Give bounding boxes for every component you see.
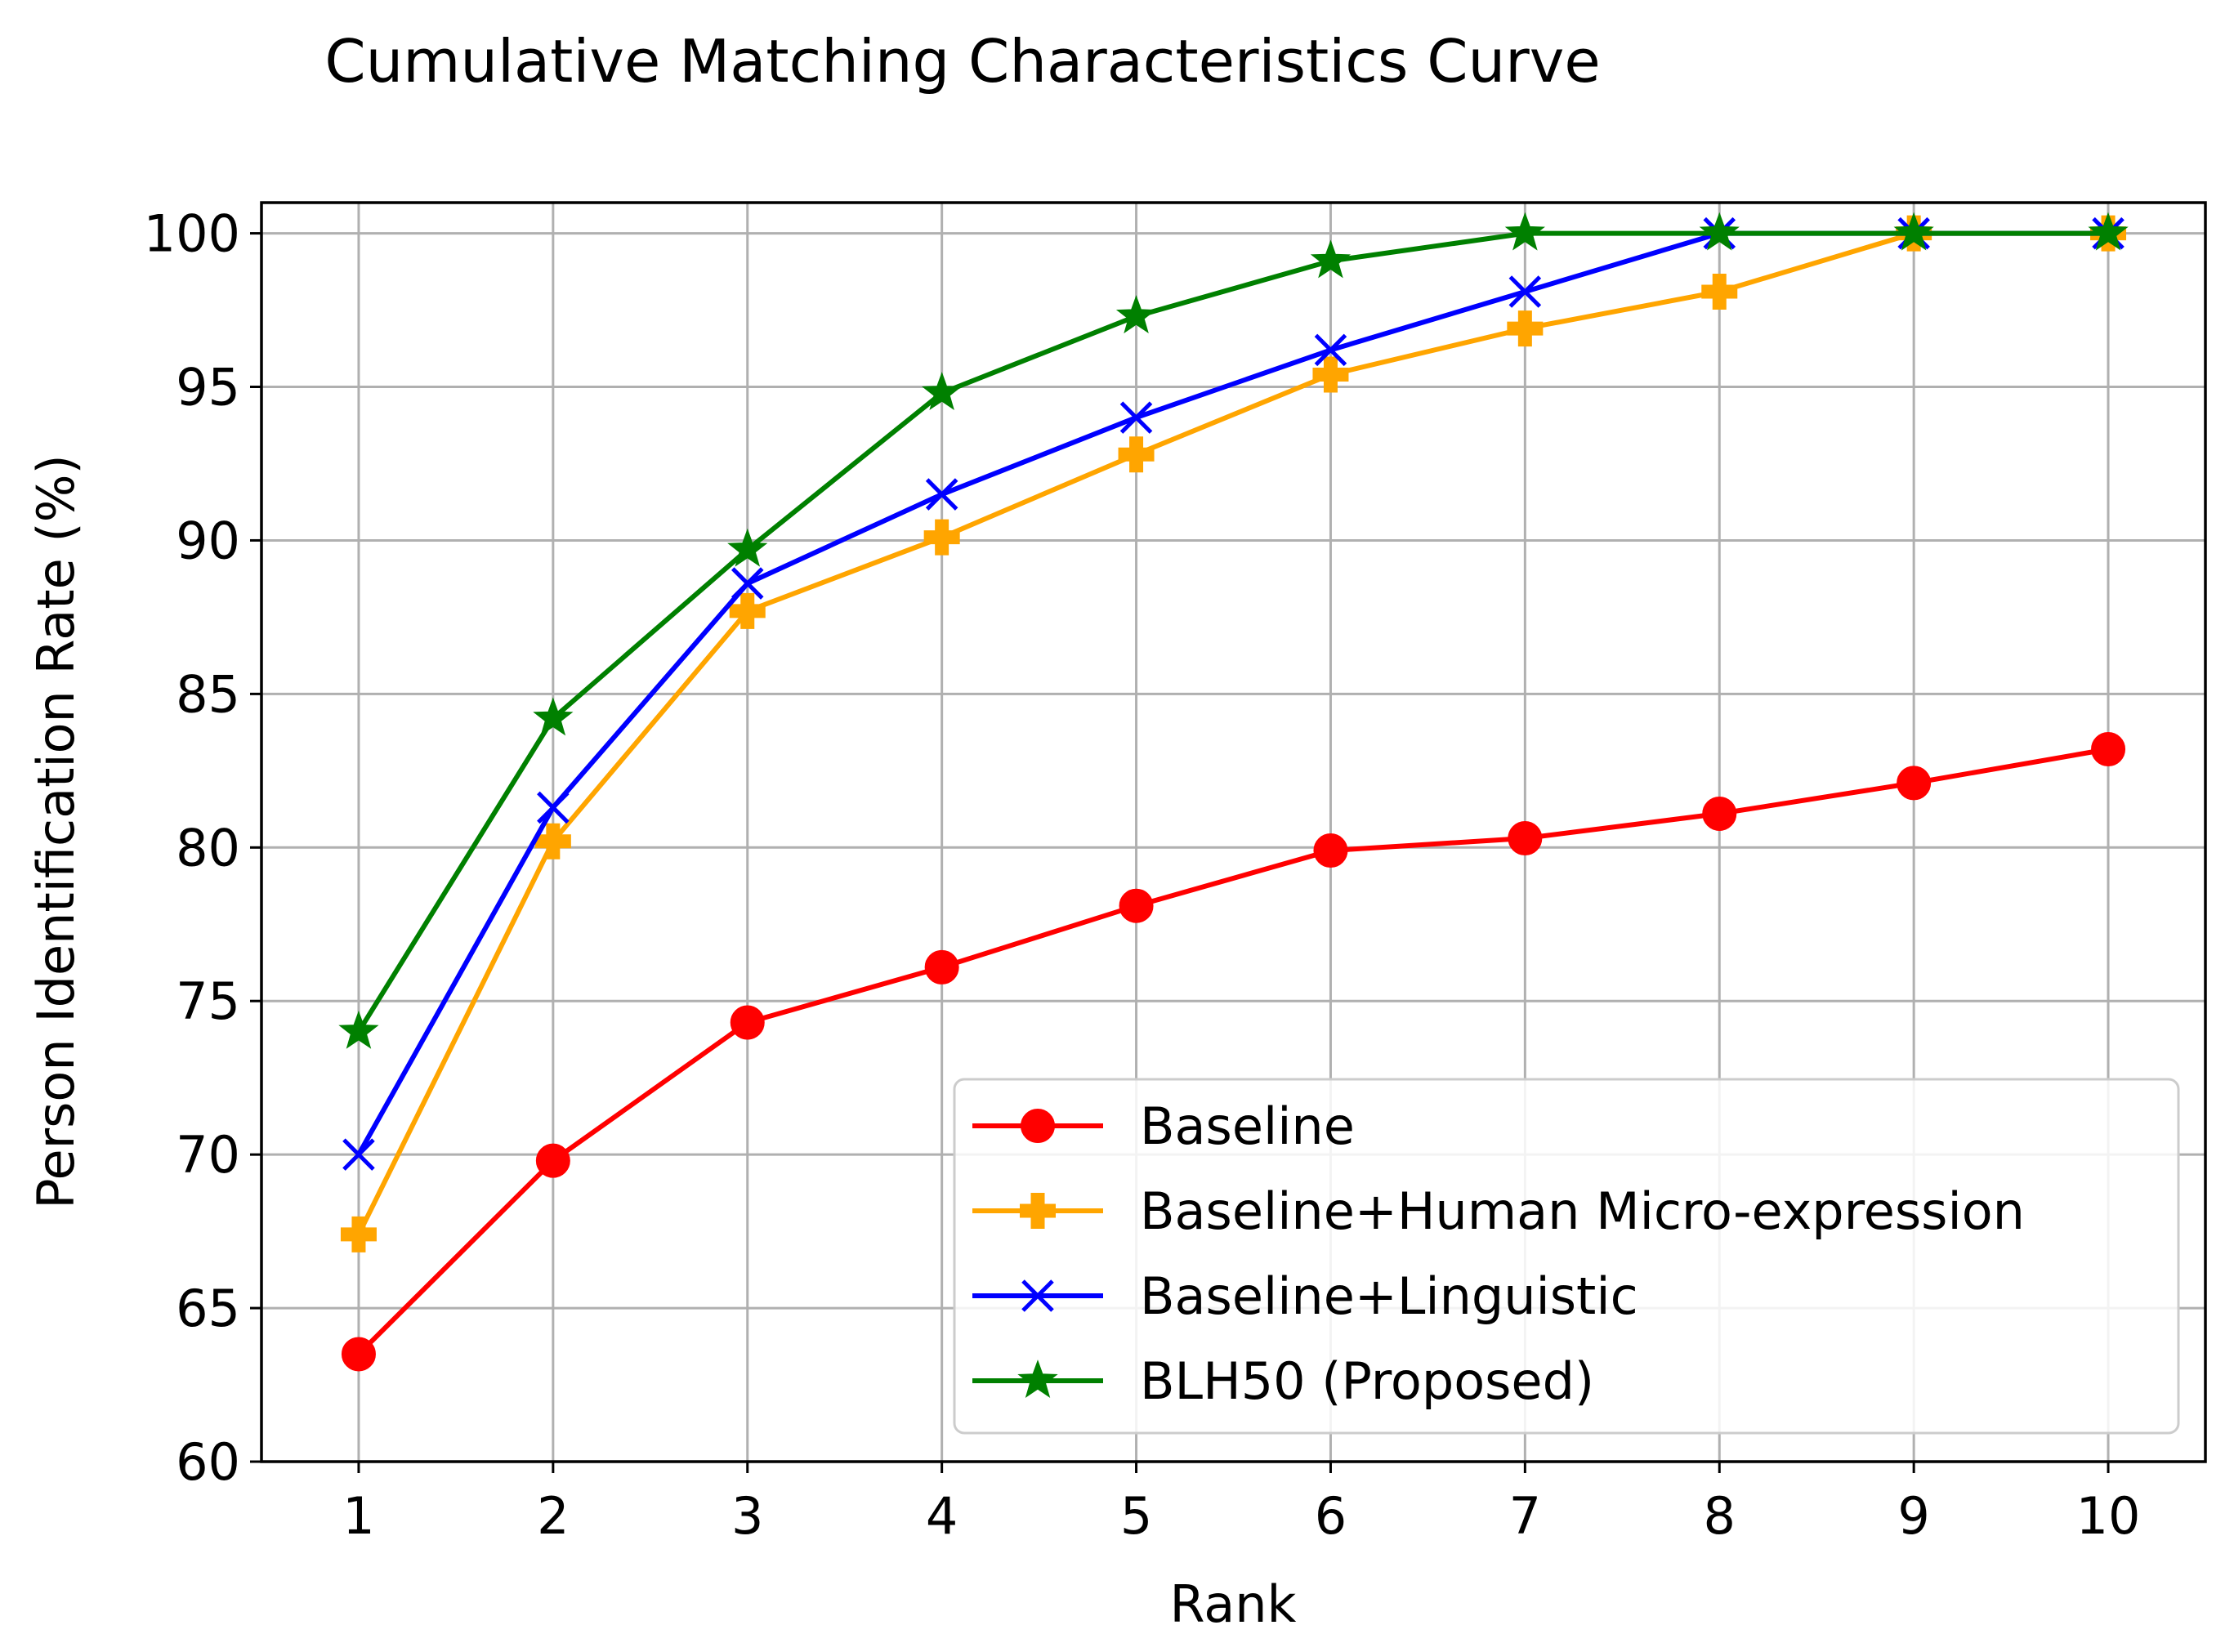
legend-marker <box>1021 1279 1054 1312</box>
data-point <box>731 567 764 600</box>
x-tick-label: 3 <box>731 1486 763 1546</box>
data-point <box>533 697 574 736</box>
data-point <box>1118 436 1155 473</box>
legend-item: BLH50 (Proposed) <box>972 1351 1594 1411</box>
y-tick-label: 80 <box>176 818 240 877</box>
x-tick-label: 6 <box>1315 1486 1347 1546</box>
data-point <box>1313 833 1348 868</box>
series-line <box>356 230 2108 1034</box>
x-tick-label: 7 <box>1509 1486 1541 1546</box>
y-tick-label: 75 <box>176 971 240 1031</box>
y-tick-label: 100 <box>144 204 240 264</box>
x-tick-label: 2 <box>537 1486 569 1546</box>
y-tick-label: 95 <box>176 358 240 417</box>
x-tick-label: 4 <box>926 1486 958 1546</box>
y-tick-label: 65 <box>176 1279 240 1338</box>
data-point <box>730 1005 765 1040</box>
data-point <box>2088 212 2129 251</box>
data-point <box>1312 356 1349 393</box>
data-point <box>1508 821 1543 856</box>
data-point <box>923 519 960 556</box>
data-point <box>537 791 570 824</box>
legend-label: Baseline+Human Micro-expression <box>1140 1181 2025 1241</box>
x-tick-label: 9 <box>1897 1486 1929 1546</box>
x-tick-label: 8 <box>1704 1486 1736 1546</box>
legend-item: Baseline+Linguistic <box>972 1266 1638 1326</box>
series-3 <box>338 212 2129 1049</box>
data-point <box>535 1143 570 1178</box>
data-point <box>1310 239 1352 279</box>
x-tick-label: 5 <box>1120 1486 1152 1546</box>
data-point <box>924 949 959 985</box>
data-point <box>338 1010 379 1049</box>
y-tick-label: 85 <box>176 664 240 724</box>
legend-box <box>953 1078 2180 1435</box>
axis-ticks: 1 2 3 4 5 6 7 8 9 10 60 65 70 75 80 85 90 95 100 <box>144 204 2141 1546</box>
legend-item: Baseline+Human Micro-expression <box>972 1181 2025 1241</box>
data-point <box>727 528 768 567</box>
legend-marker <box>1017 1360 1058 1398</box>
data-point <box>922 372 963 410</box>
legend-marker <box>1021 1109 1055 1143</box>
x-tick-label: 1 <box>342 1486 374 1546</box>
legend-label: BLH50 (Proposed) <box>1140 1351 1594 1411</box>
data-point <box>1897 766 1932 801</box>
data-point <box>1702 796 1737 831</box>
series-group <box>338 212 2129 1372</box>
data-point <box>341 1337 376 1372</box>
legend-label: Baseline <box>1140 1096 1355 1156</box>
y-axis-label: Person Identification Rate (%) <box>26 454 86 1208</box>
y-tick-label: 70 <box>176 1125 240 1185</box>
legend-label: Baseline+Linguistic <box>1140 1266 1638 1326</box>
data-point <box>342 1138 375 1171</box>
data-point <box>925 478 958 511</box>
data-point <box>1314 333 1347 367</box>
data-point <box>1115 295 1157 334</box>
data-point <box>1119 888 1154 923</box>
legend-marker <box>1020 1193 1056 1229</box>
data-point <box>340 1216 377 1252</box>
series-line <box>356 747 2109 1356</box>
data-point <box>1699 212 1740 251</box>
x-axis-label: Rank <box>1170 1574 1297 1634</box>
series-line <box>356 230 2108 1236</box>
data-point <box>1119 401 1153 434</box>
y-tick-label: 60 <box>176 1432 240 1492</box>
chart-title: Cumulative Matching Characteristics Curv… <box>324 27 1600 96</box>
legend-item: Baseline <box>972 1096 1355 1156</box>
data-point <box>1893 212 1934 251</box>
data-point <box>1504 212 1545 251</box>
y-tick-label: 90 <box>176 511 240 570</box>
data-point <box>2091 732 2126 767</box>
series-0 <box>341 732 2126 1372</box>
data-point <box>1508 275 1542 308</box>
plot-frame <box>260 201 2207 1463</box>
data-point <box>1507 310 1544 347</box>
legend: Baseline Baseline+Human Micro-expression B… <box>953 1078 2180 1435</box>
data-point <box>1701 273 1738 310</box>
x-tick-label: 10 <box>2076 1486 2141 1546</box>
